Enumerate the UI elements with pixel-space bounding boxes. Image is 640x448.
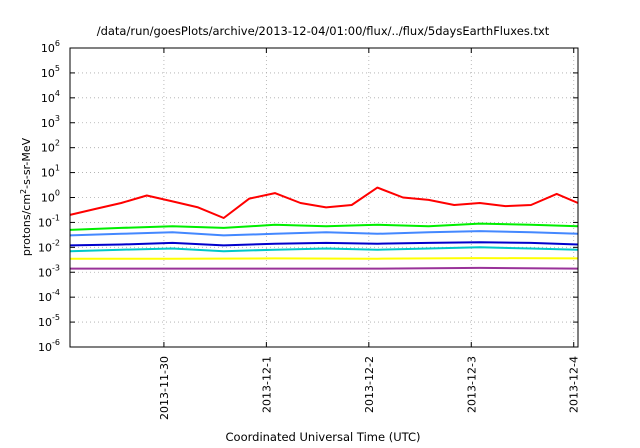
- y-tick-label: 10-3: [38, 263, 60, 279]
- x-tick-label: 2013-11-30: [158, 356, 171, 420]
- y-axis: 10-6 10-5 10-4 10-3 10-2 10-1 100 101 102 103 104 1…: [38, 39, 578, 354]
- y-tick-label: 10-1: [38, 213, 60, 229]
- y-axis-label: protons/cm2-s-sr-MeV: [19, 137, 33, 256]
- y-tick-label: 100: [41, 189, 60, 205]
- series-line-2: [69, 222, 579, 231]
- y-tick-label: 10-5: [38, 313, 60, 329]
- series-line-5: [69, 246, 579, 253]
- y-tick-label: 103: [41, 114, 60, 130]
- series-layer: [69, 186, 579, 270]
- y-label-sup: 2: [19, 189, 28, 194]
- series-line-7: [70, 266, 579, 270]
- y-label-rest: -s-sr-MeV: [20, 137, 33, 188]
- series-line-1: [69, 186, 579, 219]
- y-label-base: protons/cm: [20, 194, 33, 256]
- y-tick-label: 102: [41, 139, 60, 155]
- y-tick-label: 104: [41, 89, 60, 105]
- chart-title: /data/run/goesPlots/archive/2013-12-04/0…: [97, 24, 550, 38]
- y-tick-label: 10-2: [38, 238, 60, 254]
- y-tick-label: 106: [41, 39, 60, 55]
- y-tick-label: 10-4: [38, 288, 60, 304]
- x-tick-label: 2013-12-4: [568, 356, 581, 413]
- x-axis: 2013-11-30 2013-12-1 2013-12-2 2013-12-3 201…: [158, 48, 581, 420]
- x-tick-label: 2013-12-3: [465, 356, 478, 413]
- y-tick-label: 10-6: [38, 338, 60, 354]
- y-tick-label: 101: [41, 164, 60, 180]
- x-axis-label: Coordinated Universal Time (UTC): [226, 430, 421, 444]
- x-tick-label: 2013-12-1: [260, 356, 273, 413]
- series-line-3: [69, 230, 579, 237]
- grid-lines: [70, 48, 578, 347]
- series-line-6: [70, 257, 579, 260]
- x-tick-label: 2013-12-2: [363, 356, 376, 413]
- y-tick-label: 105: [41, 64, 60, 80]
- series-line-4: [69, 241, 579, 247]
